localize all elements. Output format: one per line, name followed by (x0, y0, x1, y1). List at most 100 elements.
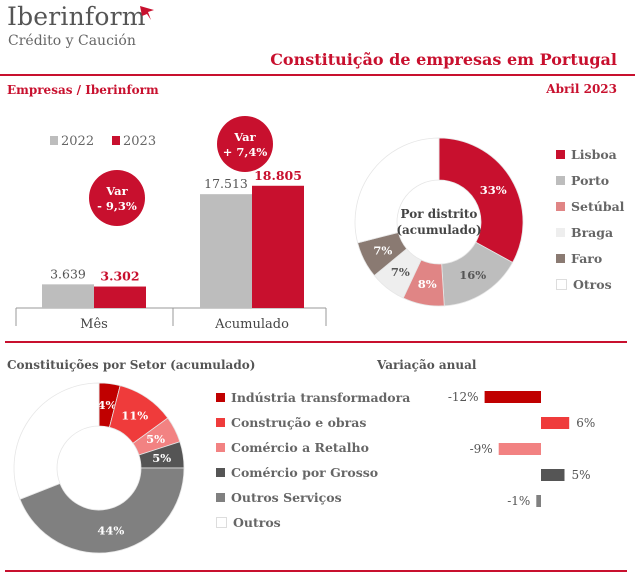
district-slice-5 (354, 137, 440, 244)
bar-value-label: 3.639 (50, 266, 86, 281)
district-legend-label: Faro (571, 251, 603, 266)
page-title: Constituição de empresas em Portugal (270, 50, 617, 69)
district-legend-label: Lisboa (571, 147, 617, 162)
district-legend-swatch (556, 176, 565, 185)
bar-2022-0 (42, 284, 94, 308)
sector-legend-item: Outros (216, 515, 410, 530)
variation-badge-line2: + 7,4% (223, 145, 268, 159)
district-slice-label: 7% (391, 265, 410, 279)
sector-legend-swatch (216, 418, 225, 427)
district-legend-swatch (556, 150, 565, 159)
variation-bar-label: 5% (572, 468, 591, 482)
bar-value-label: 3.302 (100, 269, 139, 284)
sector-legend-item: Outros Serviços (216, 490, 410, 505)
district-legend-item: Otros (556, 277, 624, 292)
bar-legend-swatch-2023 (112, 136, 120, 145)
district-legend-item: Setúbal (556, 199, 624, 214)
variation-bar-2 (498, 443, 541, 455)
variation-badge-line2: - 9,3% (97, 199, 137, 213)
variation-badge: Var- 9,3% (89, 170, 145, 226)
district-legend-label: Setúbal (571, 199, 625, 214)
variation-badge-circle (217, 116, 273, 172)
sector-legend-swatch (216, 393, 225, 402)
variation-badge: Var+ 7,4% (217, 116, 273, 172)
variation-badge-line1: Var (233, 130, 256, 144)
variation-bar-0 (484, 391, 541, 403)
bar-legend-label-2023: 2023 (123, 134, 156, 149)
variation-bar-1 (541, 417, 570, 429)
brand-subtitle: Crédito y Caución (8, 33, 136, 49)
source-label: Empresas / Iberinform (7, 83, 159, 97)
brand-arrow-icon (140, 6, 154, 20)
district-legend-label: Otros (573, 277, 612, 292)
variation-chart-title: Variação anual (377, 358, 477, 372)
brand-name: Iberinform (7, 2, 146, 31)
variation-bar-chart: -12% 6% -9% 5% -1% (448, 390, 595, 508)
district-legend-label: Porto (571, 173, 610, 188)
district-slice-label: 8% (418, 277, 437, 291)
bottom-rule (5, 570, 627, 572)
sector-slice-label: 5% (152, 451, 171, 465)
sector-donut-chart: 4% 11% 5% 5% 44% (13, 382, 185, 554)
district-legend-swatch (556, 254, 565, 263)
sector-slice-label: 4% (97, 398, 116, 412)
sector-legend-item: Comércio a Retalho (216, 440, 410, 455)
district-slice-label: 7% (373, 244, 392, 258)
district-slice-label: 33% (480, 183, 507, 197)
date-label: Abril 2023 (546, 82, 617, 96)
district-legend-swatch (556, 202, 565, 211)
sector-slice-label: 11% (121, 408, 148, 422)
variation-badge-line1: Var (105, 184, 128, 198)
variation-badge-circle (89, 170, 145, 226)
bar-legend-label-2022: 2022 (61, 134, 94, 149)
sector-chart-title: Constituições por Setor (acumulado) (7, 358, 256, 372)
sector-legend-swatch (216, 468, 225, 477)
sector-legend-label: Outros Serviços (231, 490, 342, 505)
district-legend-item: Braga (556, 225, 624, 240)
sector-legend-label: Indústria transformadora (231, 390, 411, 405)
district-legend-item: Lisboa (556, 147, 624, 162)
sector-slice-4 (19, 467, 185, 554)
sector-legend-item: Comércio por Grosso (216, 465, 410, 480)
monthly-bar-chart: 2022 2023 Var- 9,3%Var+ 7,4% 3.639 3.302Mê… (15, 116, 327, 332)
sector-legend-label: Construção e obras (231, 415, 367, 430)
bar-2023-0 (94, 286, 146, 308)
bar-legend-swatch-2022 (50, 136, 58, 145)
variation-bar-3 (541, 469, 565, 481)
district-slice-0 (438, 137, 524, 264)
sector-slice-label: 5% (146, 432, 165, 446)
bar-value-label: 17.513 (204, 176, 248, 191)
district-slice-label: 16% (459, 268, 486, 282)
sector-legend-swatch (216, 443, 225, 452)
sector-slice-5 (13, 382, 100, 500)
variation-bar-label: -1% (507, 494, 530, 508)
district-center-label-1: Por distrito (401, 207, 478, 221)
district-legend-swatch (556, 279, 567, 290)
sector-slice-label: 44% (97, 523, 124, 537)
district-center-label-2: (acumulado) (396, 223, 481, 237)
sector-legend-label: Outros (233, 515, 281, 530)
variation-bar-label: -9% (470, 442, 493, 456)
sector-legend: Indústria transformadora Construção e obr… (216, 390, 410, 540)
bar-2022-1 (200, 194, 252, 308)
bar-2023-1 (252, 185, 304, 308)
sector-legend-swatch (216, 493, 225, 502)
variation-bar-4 (536, 495, 541, 507)
district-legend-swatch (556, 228, 565, 237)
district-donut-chart: 33% 16% 8% 7% 7% Por distrito (acumulado) (354, 137, 524, 307)
sector-legend-label: Comércio por Grosso (231, 465, 379, 480)
section-divider (5, 341, 627, 343)
bar-category-label: Mês (80, 317, 108, 332)
sector-legend-item: Construção e obras (216, 415, 410, 430)
variation-bar-label: -12% (448, 390, 479, 404)
sector-legend-label: Comércio a Retalho (231, 440, 369, 455)
bar-value-label: 18.805 (254, 168, 302, 183)
district-legend-label: Braga (571, 225, 614, 240)
district-legend-item: Faro (556, 251, 624, 266)
sector-legend-item: Indústria transformadora (216, 390, 410, 405)
district-legend-item: Porto (556, 173, 624, 188)
variation-bar-label: 6% (576, 416, 595, 430)
bar-category-label: Acumulado (214, 317, 289, 332)
district-legend: Lisboa Porto Setúbal Braga Faro Otros (556, 147, 624, 303)
sector-legend-swatch (216, 517, 227, 528)
